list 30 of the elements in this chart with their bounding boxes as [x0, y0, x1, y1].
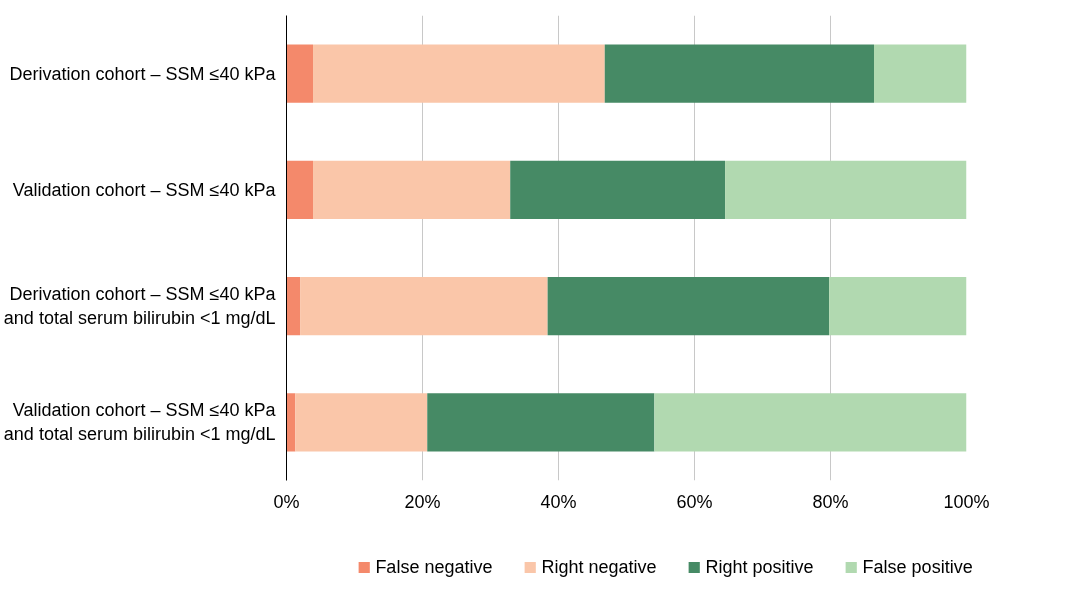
bar [286, 44, 314, 103]
bar [286, 277, 301, 336]
bar [295, 393, 428, 452]
bar [874, 44, 967, 103]
legend-label: False negative [375, 556, 493, 578]
x-tick-label: 80% [812, 491, 849, 512]
y-tick-label: Derivation cohort – SSM ≤40 kPa and total serum bilirubin <1 mg/dL [3, 284, 277, 329]
legend-label: Right positive [705, 556, 814, 578]
y-tick-label: Derivation cohort – SSM ≤40 kPa [9, 63, 277, 84]
bar [547, 277, 830, 336]
bar [427, 393, 655, 452]
x-tick-label: 0% [273, 491, 300, 512]
x-tick-label: 60% [676, 491, 713, 512]
bar [510, 160, 726, 219]
bar [300, 277, 548, 336]
x-tick-label: 100% [943, 491, 990, 512]
y-tick-label: Validation cohort – SSM ≤40 kPa [12, 179, 277, 200]
bar [313, 44, 605, 103]
bar [286, 393, 296, 452]
bar [829, 277, 967, 336]
legend-label: Right negative [541, 556, 657, 578]
legend-label: False positive [862, 556, 973, 578]
bar [604, 44, 875, 103]
bar [654, 393, 967, 452]
y-tick-label: Validation cohort – SSM ≤40 kPa and total serum bilirubin <1 mg/dL [3, 400, 277, 445]
bar [725, 160, 967, 219]
bar [313, 160, 511, 219]
bar [286, 160, 314, 219]
x-tick-label: 40% [540, 491, 577, 512]
x-tick-label: 20% [404, 491, 441, 512]
